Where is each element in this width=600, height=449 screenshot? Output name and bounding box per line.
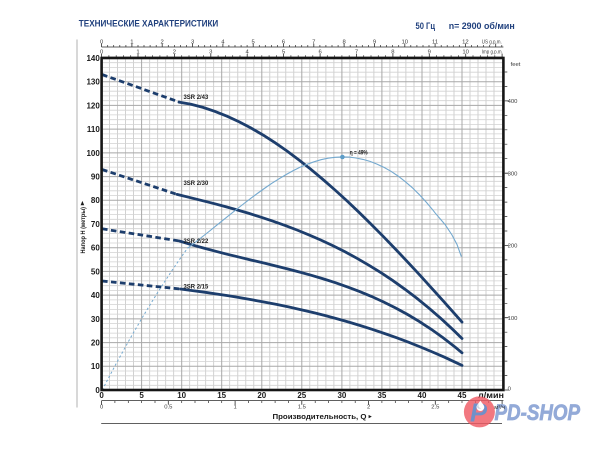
svg-text:3SR 2/30: 3SR 2/30 [184, 180, 209, 187]
svg-text:0: 0 [100, 405, 104, 411]
svg-text:US g.p.m.: US g.p.m. [482, 39, 502, 45]
svg-text:35: 35 [377, 391, 386, 400]
svg-text:0: 0 [95, 386, 100, 395]
svg-text:200: 200 [508, 244, 519, 250]
svg-text:120: 120 [86, 101, 100, 110]
svg-text:11: 11 [432, 39, 438, 45]
svg-text:1.5: 1.5 [298, 405, 307, 411]
svg-text:2: 2 [367, 405, 370, 411]
svg-text:2.5: 2.5 [431, 405, 440, 411]
svg-text:3SR 2/15: 3SR 2/15 [184, 283, 209, 290]
svg-text:8: 8 [342, 39, 346, 45]
svg-text:3: 3 [209, 50, 213, 56]
svg-text:7: 7 [355, 50, 358, 56]
svg-text:ТЕХНИЧЕСКИЕ ХАРАКТЕРИСТИКИ: ТЕХНИЧЕСКИЕ ХАРАКТЕРИСТИКИ [79, 19, 219, 29]
svg-text:60: 60 [91, 244, 100, 253]
svg-text:6: 6 [318, 50, 322, 56]
svg-text:90: 90 [91, 173, 100, 182]
svg-text:50: 50 [91, 267, 100, 276]
svg-text:20: 20 [91, 339, 100, 348]
svg-text:70: 70 [91, 220, 100, 229]
svg-text:1: 1 [233, 405, 236, 411]
svg-text:50 Гц: 50 Гц [416, 20, 436, 31]
svg-text:5: 5 [252, 39, 256, 45]
svg-text:0: 0 [508, 387, 512, 393]
svg-text:n= 2900 об/мин: n= 2900 об/мин [449, 20, 515, 31]
svg-text:12: 12 [462, 39, 469, 45]
svg-text:9: 9 [373, 39, 376, 45]
svg-text:100: 100 [508, 316, 519, 322]
svg-text:10: 10 [91, 362, 100, 371]
svg-text:Производительность, Q: Производительность, Q [273, 412, 367, 421]
svg-text:45: 45 [458, 391, 467, 400]
svg-text:25: 25 [297, 391, 306, 400]
svg-text:5: 5 [282, 50, 286, 56]
svg-text:30: 30 [337, 391, 346, 400]
svg-text:130: 130 [86, 78, 100, 87]
svg-text:Imp g.p.m.: Imp g.p.m. [482, 50, 503, 56]
svg-text:PD-SHOP: PD-SHOP [495, 400, 581, 425]
svg-text:10: 10 [402, 39, 409, 45]
svg-text:л/мин: л/мин [478, 391, 504, 400]
svg-text:м³/ч: м³/ч [494, 405, 505, 411]
svg-text:2: 2 [173, 50, 176, 56]
svg-text:feet: feet [511, 62, 521, 68]
svg-text:0: 0 [99, 391, 104, 400]
svg-text:15: 15 [217, 391, 226, 400]
svg-text:3: 3 [191, 39, 195, 45]
svg-text:400: 400 [508, 99, 519, 105]
svg-text:4: 4 [246, 50, 250, 56]
svg-text:30: 30 [91, 315, 100, 324]
svg-text:10: 10 [177, 391, 186, 400]
svg-text:5: 5 [139, 391, 144, 400]
svg-text:3SR 2/22: 3SR 2/22 [184, 238, 209, 245]
svg-text:η = 49%: η = 49% [350, 150, 368, 157]
svg-text:300: 300 [508, 171, 519, 177]
svg-text:2: 2 [161, 39, 164, 45]
svg-text:110: 110 [87, 125, 100, 134]
svg-text:1: 1 [136, 50, 139, 56]
svg-text:4: 4 [221, 39, 225, 45]
svg-text:0.5: 0.5 [164, 405, 173, 411]
svg-text:Напор Н (метры): Напор Н (метры) [80, 207, 87, 254]
svg-text:20: 20 [257, 391, 266, 400]
svg-text:0: 0 [100, 39, 104, 45]
svg-text:140: 140 [86, 54, 100, 63]
svg-text:10: 10 [462, 50, 469, 56]
svg-text:8: 8 [391, 50, 395, 56]
svg-text:9: 9 [428, 50, 431, 56]
svg-text:100: 100 [86, 149, 100, 158]
svg-text:6: 6 [282, 39, 286, 45]
svg-text:7: 7 [312, 39, 315, 45]
svg-text:40: 40 [418, 391, 427, 400]
svg-text:1: 1 [130, 39, 133, 45]
svg-text:3SR 2/43: 3SR 2/43 [184, 94, 209, 101]
svg-text:40: 40 [91, 291, 100, 300]
svg-text:80: 80 [91, 196, 100, 205]
svg-text:0: 0 [100, 50, 104, 56]
